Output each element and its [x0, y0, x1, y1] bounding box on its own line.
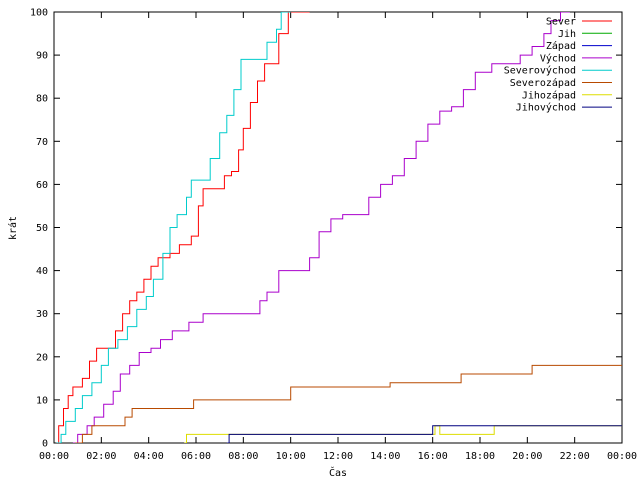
legend-label: Jihovýchod — [516, 102, 576, 114]
y-tick-label: 30 — [36, 309, 48, 320]
y-tick-label: 90 — [36, 51, 48, 62]
y-tick-label: 60 — [36, 180, 48, 191]
series-line-severovýchod — [56, 12, 291, 443]
series-line-sever — [56, 12, 310, 443]
y-tick-label: 20 — [36, 352, 48, 363]
y-tick-label: 70 — [36, 137, 48, 148]
x-tick-label: 00:00 — [607, 451, 637, 462]
x-tick-label: 06:00 — [181, 451, 211, 462]
legend: SeverJihZápadVýchodSeverovýchodSeverozáp… — [504, 17, 612, 114]
series-line-severozápad — [75, 364, 622, 443]
legend-label: Jih — [558, 29, 576, 40]
x-tick-label: 20:00 — [512, 451, 542, 462]
y-tick-label: 40 — [36, 266, 48, 277]
x-tick-label: 18:00 — [465, 451, 495, 462]
series-lines — [56, 12, 622, 443]
y-axis-ticks: 0 10 20 30 40 50 60 70 80 90 100 — [30, 8, 622, 450]
legend-label: Západ — [546, 40, 576, 52]
y-tick-label: 0 — [42, 439, 48, 450]
legend-label: Severovýchod — [504, 65, 576, 77]
y-tick-label: 10 — [36, 395, 48, 406]
y-tick-label: 80 — [36, 94, 48, 105]
x-tick-label: 00:00 — [39, 451, 69, 462]
legend-label: Východ — [540, 52, 576, 64]
y-tick-label: 50 — [36, 223, 48, 234]
y-tick-label: 100 — [30, 8, 48, 19]
x-tick-label: 12:00 — [323, 451, 353, 462]
legend-label: Sever — [546, 17, 576, 28]
x-axis-ticks: 00:00 02:00 04:00 06:00 08:00 10:00 12:00 14:00… — [39, 12, 637, 462]
legend-label: Jihozápad — [522, 89, 576, 101]
y-axis-label: krát — [7, 216, 19, 240]
x-tick-label: 08:00 — [228, 451, 258, 462]
x-tick-label: 22:00 — [560, 451, 590, 462]
x-axis-label: Čas — [329, 466, 347, 479]
x-tick-label: 10:00 — [276, 451, 306, 462]
x-tick-label: 02:00 — [86, 451, 116, 462]
x-tick-label: 14:00 — [370, 451, 400, 462]
x-tick-label: 04:00 — [134, 451, 164, 462]
series-line-východ — [72, 12, 570, 443]
legend-label: Severozápad — [510, 77, 576, 89]
x-tick-label: 16:00 — [418, 451, 448, 462]
series-line-jihovýchod — [226, 425, 622, 443]
